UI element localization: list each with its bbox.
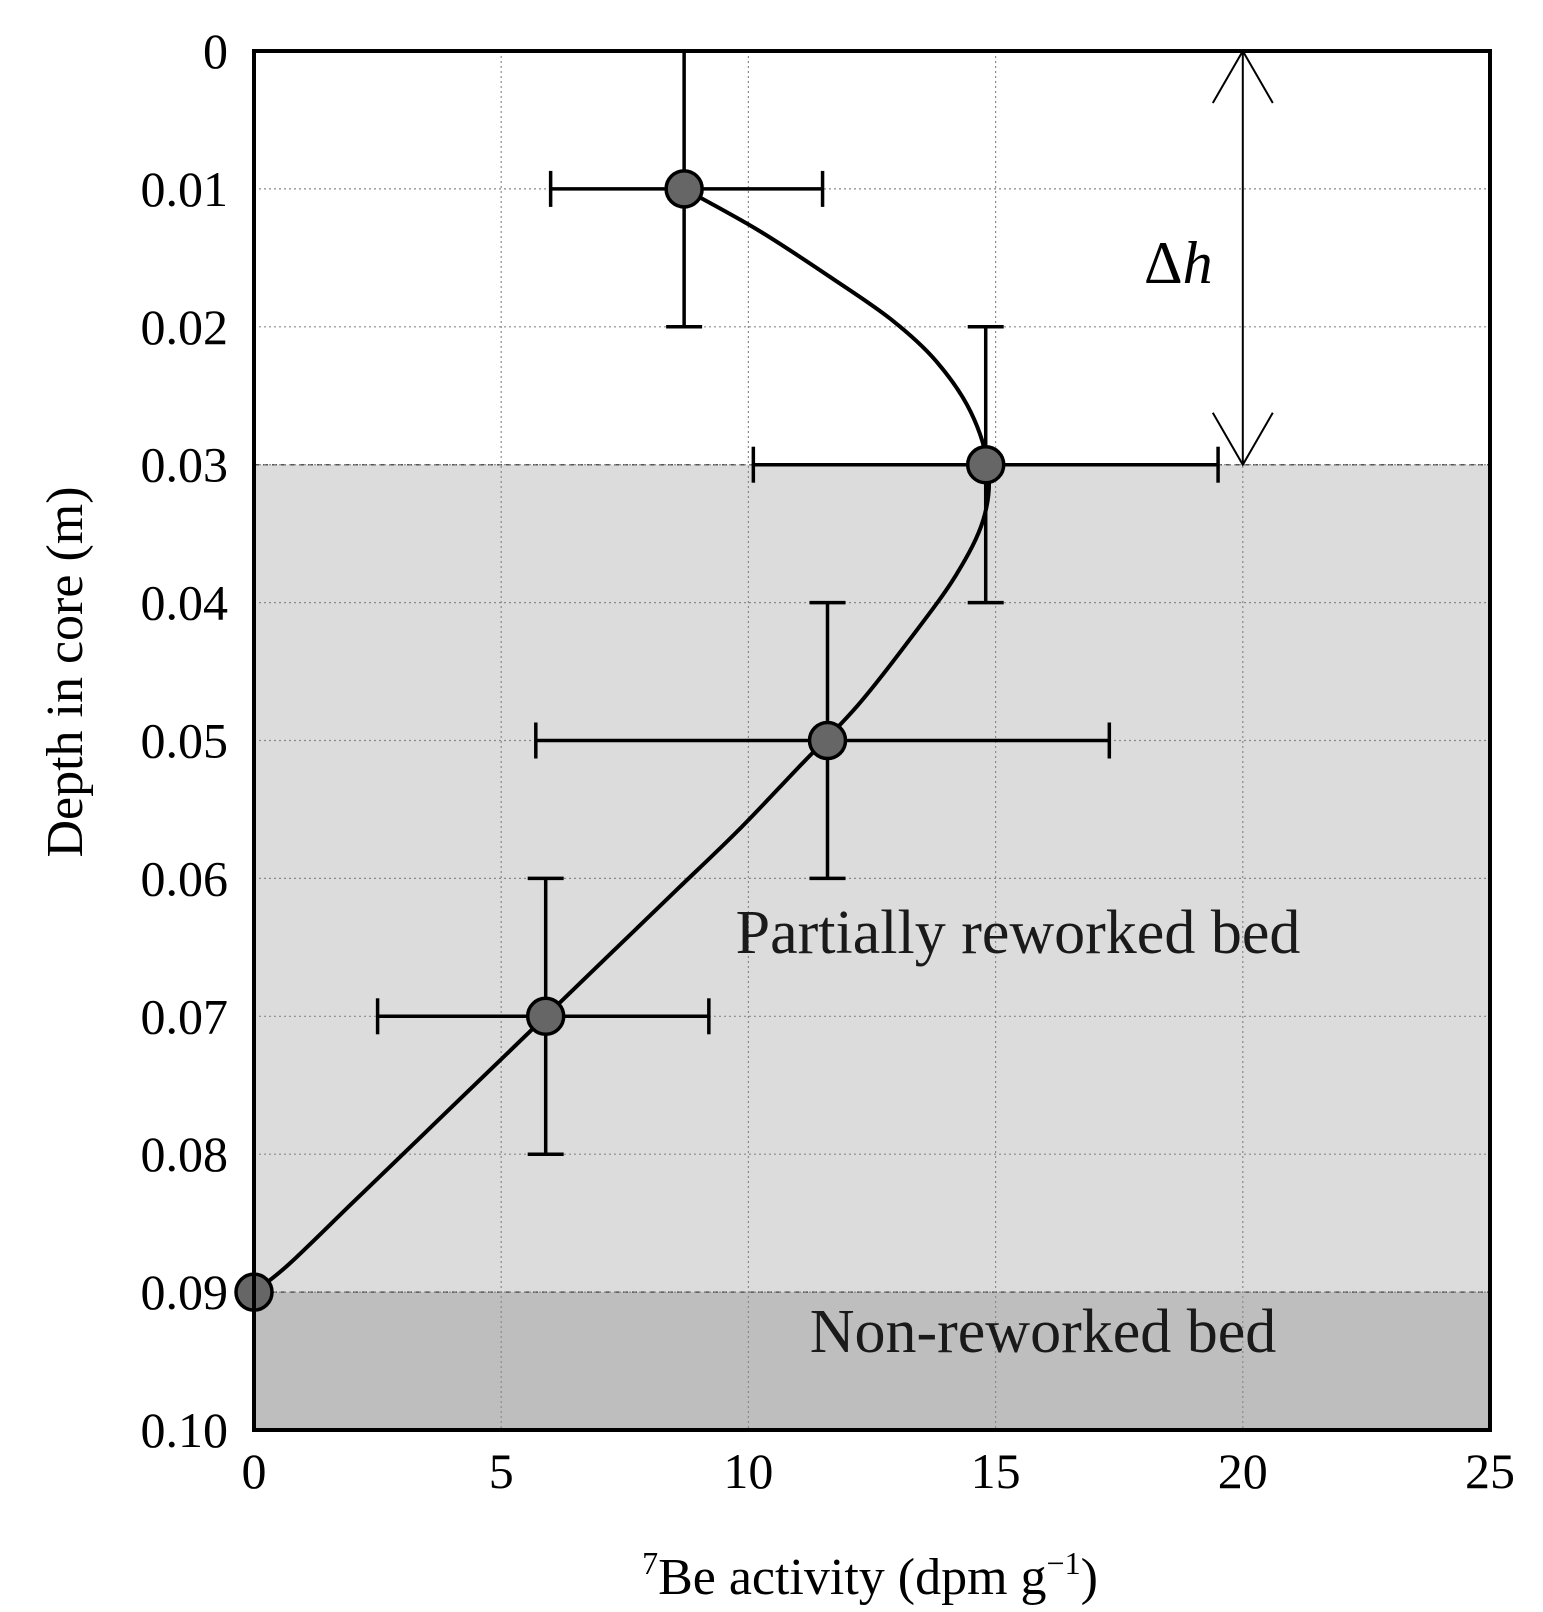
x-tick-label-4: 20 [1218,1443,1268,1499]
y-tick-label-10: 0.10 [141,1402,229,1458]
y-tick-label-6: 0.06 [141,850,229,906]
y-tick-labels: 0 0.01 0.02 0.03 0.04 0.05 0.06 0.07 0.08 0.09 0.1… [141,23,229,1458]
x-axis-label: 7Be activity (dpm g−1) [642,1545,1098,1606]
data-point-1 [965,444,1006,485]
y-tick-label-5: 0.05 [141,713,229,769]
x-tick-label-5: 25 [1465,1443,1515,1499]
data-point-2 [807,720,848,761]
data-point-3 [525,996,566,1037]
y-tick-label-3: 0.03 [141,437,229,493]
grid-layer [254,51,1490,1430]
zone-label-non-reworked: Non-reworked bed [810,1298,1277,1366]
marker-layer [234,169,1006,1312]
delta-h-arrowhead-bottom [1211,412,1274,467]
y-tick-label-1: 0.01 [141,161,229,217]
x-label-superscript: 7 [642,1545,658,1581]
x-tick-label-2: 10 [723,1443,773,1499]
y-tick-label-2: 0.02 [141,299,229,355]
x-label-exponent: −1 [1047,1545,1081,1581]
x-label-main: Be activity (dpm g [658,1549,1046,1606]
data-point-0 [664,169,704,209]
y-axis-label: Depth in core (m) [37,486,94,857]
y-tick-label-4: 0.04 [141,575,229,631]
x-tick-label-3: 15 [971,1443,1021,1499]
h-variable: h [1183,230,1213,296]
x-tick-label-0: 0 [242,1443,267,1499]
y-tick-label-0: 0 [203,23,228,79]
zone-label-partially-reworked: Partially reworked bed [736,899,1301,967]
delta-h-annotation: Δh [1144,48,1274,467]
y-tick-label-7: 0.07 [141,988,229,1044]
x-label-suffix: ) [1081,1549,1098,1606]
delta-symbol: Δ [1144,230,1183,296]
x-tick-labels: 0 5 10 15 20 25 [242,1443,1516,1499]
zone-band-1 [254,1292,1490,1430]
y-tick-label-8: 0.08 [141,1126,229,1182]
y-tick-label-9: 0.09 [141,1264,229,1320]
plot-frame [252,49,1492,1432]
delta-h-label: Δh [1144,230,1213,296]
x-tick-label-1: 5 [489,1443,514,1499]
